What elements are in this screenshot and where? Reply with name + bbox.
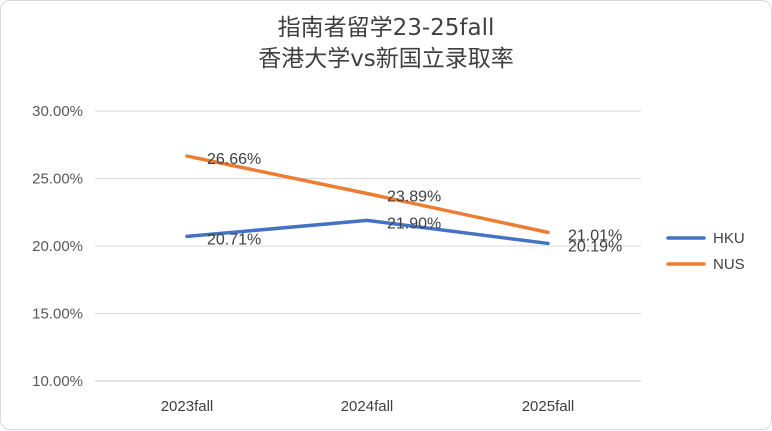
y-tick-label: 15.00% xyxy=(32,306,83,323)
legend: HKU NUS xyxy=(666,230,745,273)
legend-label-nus: NUS xyxy=(713,256,745,273)
series-lines xyxy=(185,154,550,246)
x-tick-label: 2023fall xyxy=(161,398,214,415)
gridlines xyxy=(95,110,641,382)
x-tick-label: 2025fall xyxy=(522,398,575,415)
x-axis-ticks: 2023fall 2024fall 2025fall xyxy=(161,398,575,415)
data-label: 20.71% xyxy=(207,231,261,248)
data-label: 21.01% xyxy=(568,227,622,244)
chart-title-line-2: 香港大学vs新国立录取率 xyxy=(258,46,514,72)
y-tick-label: 20.00% xyxy=(32,238,83,255)
y-axis-ticks: 10.00% 15.00% 20.00% 25.00% 30.00% xyxy=(32,103,83,390)
data-label: 26.66% xyxy=(207,151,261,168)
series-line-hku xyxy=(185,218,550,246)
data-label: 21.90% xyxy=(387,215,441,232)
y-tick-label: 25.00% xyxy=(32,171,83,188)
chart-title: 指南者留学23-25fall 香港大学vs新国立录取率 xyxy=(1,13,771,75)
data-labels: 20.71% 21.90% 20.19% 26.66% 23.89% 21.01% xyxy=(207,151,622,255)
data-label: 20.19% xyxy=(568,238,622,255)
series-line-nus xyxy=(185,154,550,235)
y-tick-label: 10.00% xyxy=(32,373,83,390)
y-tick-label: 30.00% xyxy=(32,103,83,120)
data-label: 23.89% xyxy=(387,188,441,205)
x-tick-label: 2024fall xyxy=(341,398,394,415)
legend-label-hku: HKU xyxy=(713,230,745,247)
chart-title-line-1: 指南者留学23-25fall xyxy=(277,15,495,41)
